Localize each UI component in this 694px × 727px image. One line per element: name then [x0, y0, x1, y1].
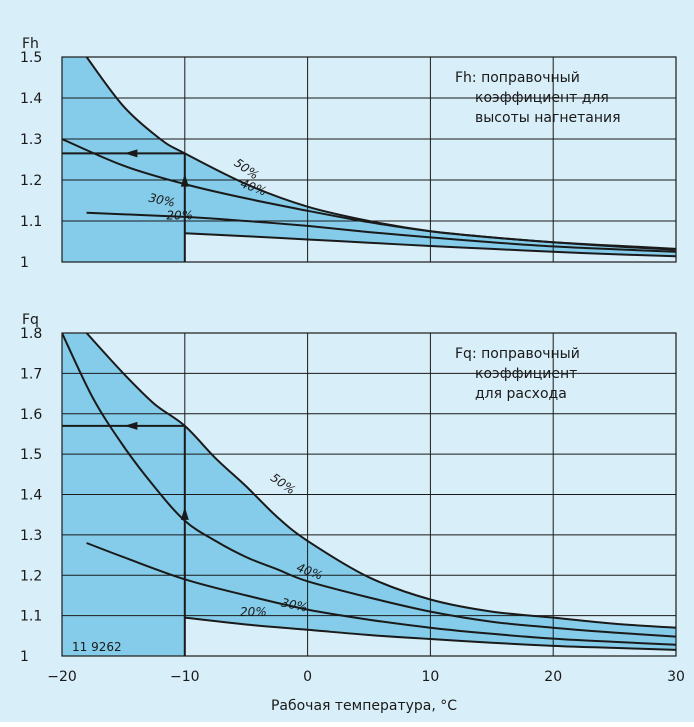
x-tick-label: 0 [303, 669, 312, 685]
example-arrow-up [180, 173, 189, 187]
y-tick-label: 1.4 [20, 91, 42, 107]
x-tick-label: 30 [667, 669, 685, 685]
series-line-30pct [86, 211, 676, 253]
fq-y-axis-label: Fq [22, 312, 39, 328]
y-tick-label: 1.8 [20, 326, 42, 342]
example-arrow-left [124, 421, 138, 430]
fh-y-axis-label: Fh [22, 36, 39, 52]
fq-x-tick-labels: −20 −10 0 10 20 30 [47, 669, 685, 685]
y-tick-label: 1.3 [20, 528, 42, 544]
y-tick-label: 1.2 [20, 568, 42, 584]
fq-annotation-line2: коэффициент [475, 366, 577, 382]
fh-example-arrows [62, 149, 189, 262]
x-tick-label: 10 [421, 669, 439, 685]
fh-y-tick-labels: 1.5 1.4 1.3 1.2 1.1 1 [20, 50, 42, 271]
fh-annotation-line1: Fh: поправочный [455, 70, 580, 86]
x-axis-label: Рабочая температура, °С [271, 698, 457, 714]
y-tick-label: 1 [20, 649, 29, 665]
series-line-30pct [86, 542, 676, 646]
fq-series [62, 333, 676, 651]
plot-frame [61, 56, 677, 263]
y-tick-label: 1.7 [20, 366, 42, 382]
plot-frame [61, 332, 677, 657]
fq-y-tick-labels: 1.8 1.7 1.6 1.5 1.4 1.3 1.2 1.1 1 [20, 326, 42, 665]
y-tick-label: 1.2 [20, 173, 42, 189]
series-label: 20% [240, 605, 267, 619]
chart-fh-panel: 1.51.41.31.21.11 50%40%30%20% Fh Fh: поп… [20, 36, 677, 271]
series-label: 20% [166, 208, 193, 222]
chart-fq-panel: 1.81.71.61.51.41.31.21.11 −20 −10 0 10 20 30 … [20, 312, 685, 714]
series-line-20pct [184, 232, 676, 258]
document-code: 11 9262 [72, 640, 122, 654]
y-tick-label: 1 [20, 255, 29, 271]
band-area [62, 57, 676, 262]
y-tick-label: 1.4 [20, 488, 42, 504]
fh-grid [61, 56, 677, 263]
series-line-50pct [85, 333, 676, 629]
x-tick-label: −20 [47, 669, 77, 685]
fq-annotation-line3: для расхода [475, 386, 567, 402]
fh-annotation-line3: высоты нагнетания [475, 110, 621, 126]
fh-annotation-line2: коэффициент для [475, 90, 609, 106]
series-label: 30% [280, 596, 309, 615]
y-tick-label: 1.1 [20, 214, 42, 230]
fh-series [62, 57, 676, 258]
fq-example-arrows [62, 421, 189, 656]
x-tick-label: −10 [170, 669, 200, 685]
series-line-20pct [184, 616, 676, 651]
example-arrow-up [180, 506, 189, 520]
example-arrow-left [124, 149, 138, 158]
x-tick-label: 20 [544, 669, 562, 685]
series-line-40pct [62, 333, 676, 638]
y-tick-label: 1.6 [20, 407, 42, 423]
series-line-40pct [62, 138, 676, 251]
y-tick-label: 1.3 [20, 132, 42, 148]
series-label: 30% [147, 191, 176, 210]
y-tick-label: 1.1 [20, 609, 42, 625]
y-tick-label: 1.5 [20, 447, 42, 463]
fq-annotation-line1: Fq: поправочный [455, 346, 580, 362]
fh-shaded-band [62, 57, 676, 262]
y-tick-label: 1.5 [20, 50, 42, 66]
